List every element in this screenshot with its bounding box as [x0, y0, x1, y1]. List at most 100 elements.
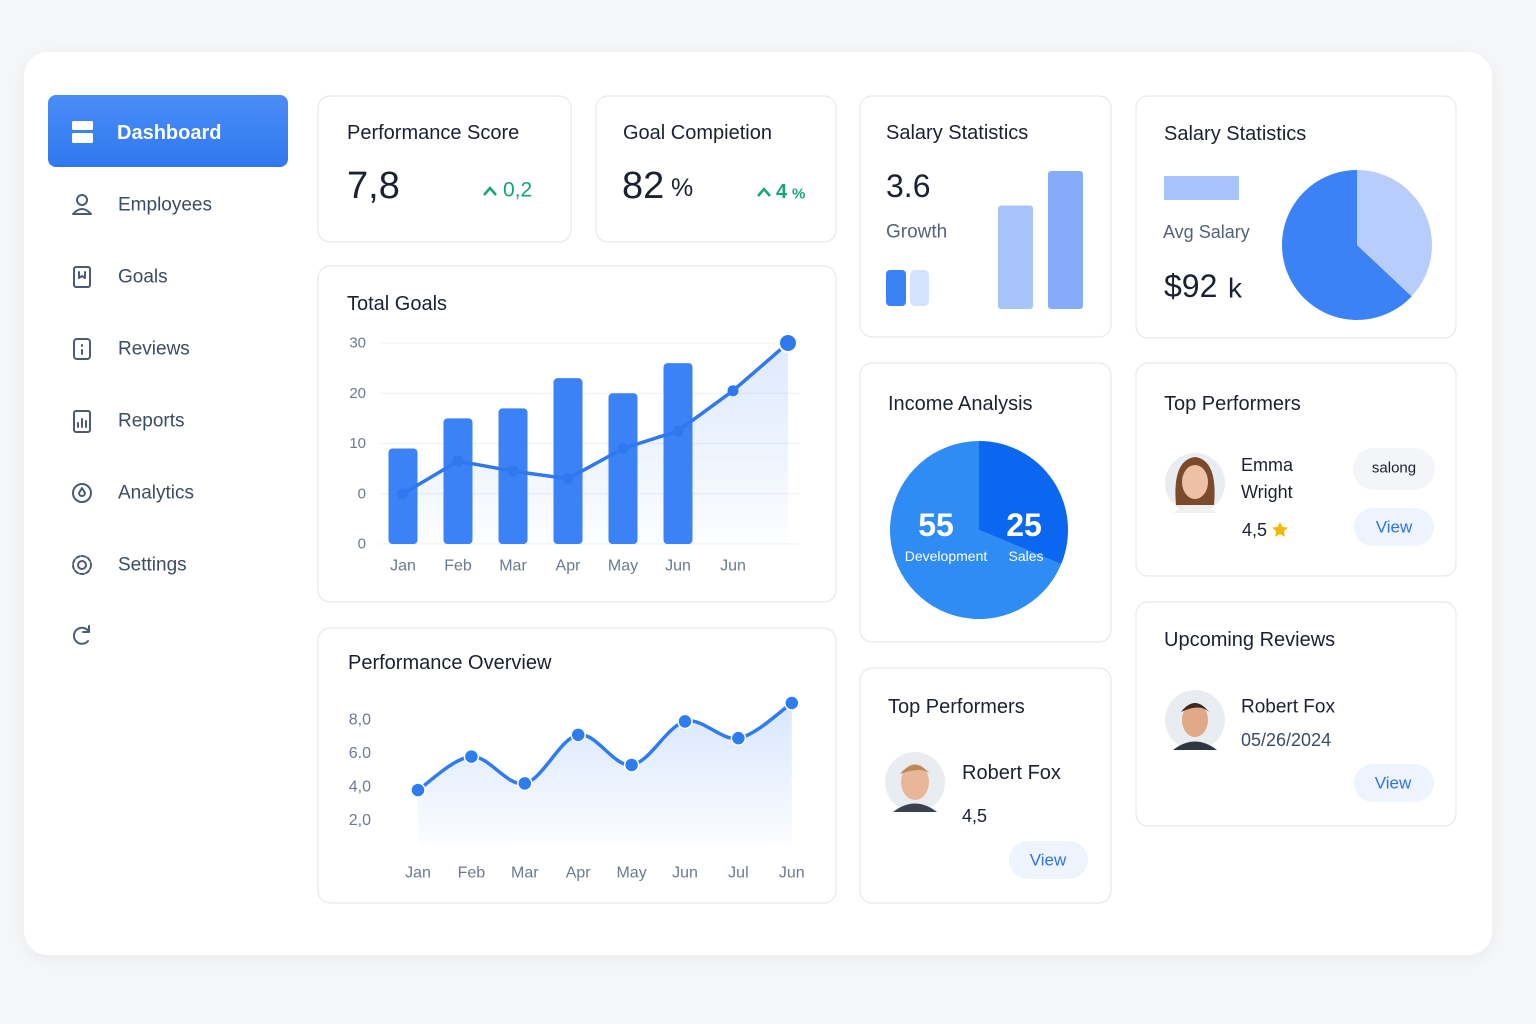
rating: 4,5: [1242, 520, 1267, 540]
icon: [73, 410, 91, 433]
nav-item[interactable]: Dashboard: [117, 122, 221, 144]
card-title: Upcoming Reviews: [1164, 629, 1335, 651]
stat-label: Avg Salary: [1163, 222, 1250, 242]
point: [507, 465, 519, 477]
tag-label: salong: [1372, 460, 1416, 477]
pie-slice: [890, 441, 1062, 619]
avatar: [885, 752, 945, 812]
stat-value: 3.6: [886, 168, 930, 204]
card: [317, 95, 572, 243]
data-label: 55: [918, 507, 954, 543]
x-tick-label: Jan: [405, 865, 431, 882]
kpi-change-unit: %: [792, 186, 805, 203]
tag: [1353, 448, 1435, 490]
y-tick-label: 4,0: [349, 778, 371, 795]
card-title: Income Analysis: [888, 393, 1033, 415]
icon: [886, 270, 906, 306]
x-tick-label: May: [616, 865, 646, 882]
view-button-label[interactable]: View: [1375, 774, 1412, 793]
person-name: Emma Wright: [1241, 455, 1294, 502]
nav-active[interactable]: [48, 95, 288, 167]
kpi-change: 0,2: [503, 179, 532, 202]
area: [418, 703, 792, 845]
y-tick-label: 0: [358, 485, 366, 502]
stat-value: $92: [1164, 268, 1217, 304]
x-tick-label: Jan: [390, 558, 416, 575]
review-date: 05/26/2024: [1241, 730, 1331, 750]
view-button[interactable]: [1354, 508, 1434, 546]
point: [517, 775, 533, 792]
slice-label: Sales: [1008, 548, 1043, 564]
point: [778, 333, 798, 353]
icon: [73, 266, 91, 288]
card-title: Top Performers: [888, 696, 1025, 718]
y-tick-label: 8,0: [349, 711, 371, 728]
pie-slice: [979, 441, 1068, 565]
icon: [72, 625, 90, 645]
card: [595, 95, 837, 243]
icon: [910, 270, 929, 306]
card-title: Performance Score: [347, 122, 519, 144]
y-tick-label: 10: [349, 435, 366, 452]
kpi-unit: %: [671, 174, 693, 202]
point: [727, 385, 739, 397]
nav-item[interactable]: Reviews: [118, 339, 190, 360]
icon: [72, 133, 93, 143]
bar: [998, 205, 1033, 309]
avatar: [1165, 690, 1225, 750]
slice-label: Development: [905, 548, 988, 564]
nav-item[interactable]: Employees: [118, 195, 212, 216]
nav-item[interactable]: Analytics: [118, 483, 194, 504]
point: [562, 473, 574, 485]
y-tick-label: 2,0: [349, 812, 371, 829]
nav-item[interactable]: Settings: [118, 555, 187, 576]
up-caret: [757, 187, 771, 197]
x-tick-label: Jun: [672, 865, 698, 882]
kpi-change: 4: [776, 181, 788, 203]
person-name: Robert Fox: [1241, 697, 1335, 718]
point: [410, 782, 426, 798]
x-tick-label: Apr: [566, 865, 592, 882]
icon: [72, 555, 92, 575]
point: [677, 713, 693, 730]
nav-item[interactable]: Reports: [118, 411, 185, 432]
icon: [72, 194, 92, 215]
x-tick-label: Mar: [499, 558, 527, 575]
x-tick-label: Jun: [720, 558, 746, 575]
stat-unit: k: [1228, 273, 1243, 304]
icon: [72, 483, 92, 503]
x-tick-label: Jun: [779, 865, 805, 882]
rating: 4,5: [962, 806, 987, 826]
bar: [1048, 171, 1083, 309]
y-tick-label: 6.0: [349, 745, 371, 762]
data-label: 25: [1006, 507, 1042, 543]
point: [452, 455, 464, 467]
point: [730, 730, 747, 746]
nav-item[interactable]: Goals: [118, 267, 168, 288]
x-tick-label: Jun: [665, 558, 691, 575]
legend-swatch: [1164, 176, 1239, 200]
star: [1272, 522, 1288, 537]
view-button-label[interactable]: View: [1376, 518, 1413, 537]
y-tick-label: 20: [349, 385, 366, 402]
area: [403, 343, 788, 544]
point: [397, 488, 409, 500]
stat-label: Growth: [886, 222, 947, 243]
x-tick-label: Mar: [511, 865, 539, 882]
kpi-value: 82: [622, 165, 664, 207]
view-button[interactable]: [1354, 764, 1434, 802]
point: [623, 757, 640, 773]
view-button[interactable]: [1009, 841, 1088, 879]
view-button-label[interactable]: View: [1030, 851, 1067, 870]
icon: [73, 338, 91, 360]
point: [570, 727, 586, 743]
x-tick-label: May: [608, 558, 638, 575]
point: [784, 695, 800, 711]
icon: [72, 121, 93, 130]
kpi-value: 7,8: [347, 165, 400, 207]
y-tick-label: 0: [358, 536, 366, 553]
point: [672, 425, 684, 437]
x-tick-label: Feb: [458, 865, 486, 882]
